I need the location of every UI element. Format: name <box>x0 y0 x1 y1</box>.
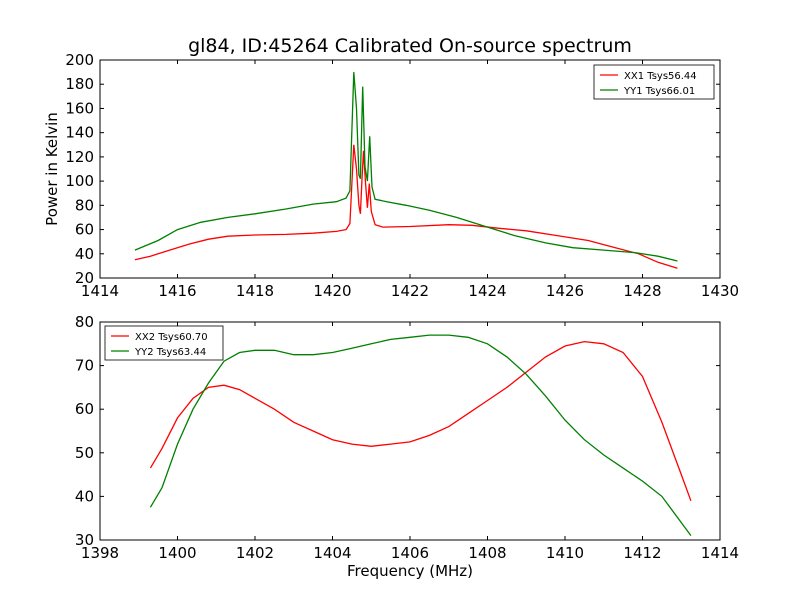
y-tick-label: 60 <box>75 400 94 418</box>
x-tick-label: 1408 <box>468 544 506 562</box>
legend-label: YY2 Tsys63.44 <box>134 347 206 358</box>
x-tick-label: 1410 <box>546 544 584 562</box>
legend-box <box>104 325 224 361</box>
x-tick-label: 1426 <box>546 282 584 300</box>
x-tick-label: 1414 <box>81 282 119 300</box>
plot-bottom: 1398 1400 1402 1404 1406 1408 1410 1412 1414 30 40… <box>75 313 739 580</box>
x-tick-label: 1400 <box>158 544 196 562</box>
y-tick-label: 40 <box>75 245 94 263</box>
figure-title: gl84, ID:45264 Calibrated On-source spec… <box>188 35 632 57</box>
series-line-2-1 <box>149 340 692 502</box>
y-tick-label: 80 <box>75 313 94 331</box>
legend-label: XX1 Tsys56.44 <box>624 71 697 82</box>
x-tick-label: 1414 <box>701 544 739 562</box>
legend-label: YY1 Tsys66.01 <box>623 86 695 97</box>
y-tick-label: 40 <box>75 487 94 505</box>
series-line-1-2 <box>134 72 678 262</box>
y-tick-label: 20 <box>75 269 94 287</box>
y-tick-label: 60 <box>75 221 94 239</box>
plot-top: 1414 1416 1418 1420 1422 1424 1426 1428 1430 20 40… <box>43 51 739 300</box>
x-tick-label: 1420 <box>313 282 351 300</box>
x-tick-label: 1412 <box>623 544 661 562</box>
legend: XX2 Tsys60.70 YY2 Tsys63.44 <box>104 325 224 361</box>
y-tick-label: 80 <box>75 196 94 214</box>
y-tick-label: 180 <box>65 75 94 93</box>
x-tick-label: 1430 <box>701 282 739 300</box>
x-tick-label: 1418 <box>236 282 274 300</box>
x-tick-label: 1424 <box>468 282 506 300</box>
y-tick-label: 160 <box>65 99 94 117</box>
y-tick-label: 70 <box>75 357 94 375</box>
legend-box <box>593 64 715 100</box>
y-axis-label: Power in Kelvin <box>43 112 61 226</box>
y-tick-label: 140 <box>65 124 94 142</box>
x-tick-label: 1422 <box>391 282 429 300</box>
x-tick-label: 1416 <box>158 282 196 300</box>
x-tick-label: 1404 <box>313 544 351 562</box>
x-tick-label: 1428 <box>623 282 661 300</box>
y-tick-label: 100 <box>65 172 94 190</box>
x-tick-label: 1398 <box>81 544 119 562</box>
y-tick-label: 120 <box>65 148 94 166</box>
x-tick-label: 1402 <box>236 544 274 562</box>
y-tick-label: 30 <box>75 531 94 549</box>
series-line-2-2 <box>149 334 692 536</box>
series-line-1-1 <box>134 144 678 269</box>
x-tick-label: 1406 <box>391 544 429 562</box>
legend-label: XX2 Tsys60.70 <box>135 332 208 343</box>
legend: XX1 Tsys56.44 YY1 Tsys66.01 <box>593 64 715 100</box>
x-axis-label: Frequency (MHz) <box>347 562 473 580</box>
y-tick-label: 200 <box>65 51 94 69</box>
y-tick-label: 50 <box>75 444 94 462</box>
